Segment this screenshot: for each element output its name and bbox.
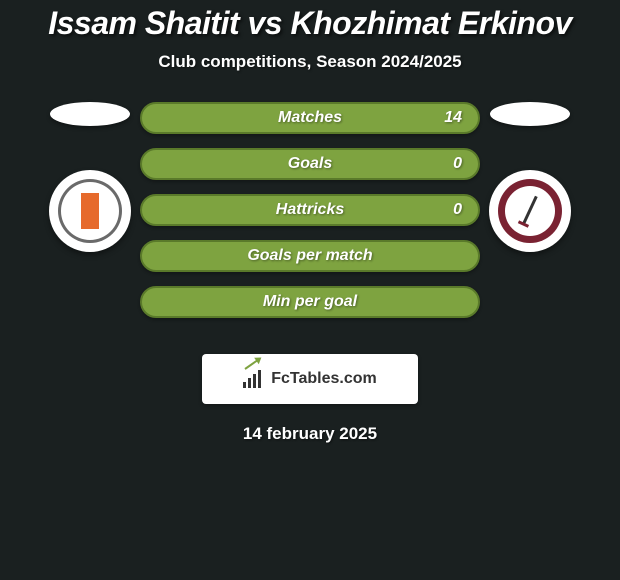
- left-team-logo: [49, 170, 131, 252]
- stat-label: Min per goal: [263, 293, 357, 311]
- right-side: [480, 102, 580, 334]
- stat-right-value: 0: [453, 201, 462, 219]
- brand-text: FcTables.com: [271, 370, 377, 388]
- stat-pill-goals: Goals 0: [140, 148, 480, 180]
- stat-pill-matches: Matches 14: [140, 102, 480, 134]
- stat-label: Goals per match: [247, 247, 372, 265]
- right-oval-placeholder: [490, 102, 570, 126]
- stat-label: Hattricks: [276, 201, 344, 219]
- comparison-card: Issam Shaitit vs Khozhimat Erkinov Club …: [0, 0, 620, 444]
- stat-pill-min-per-goal: Min per goal: [140, 286, 480, 318]
- brand-chart-icon: [243, 370, 265, 388]
- ajman-logo-icon: [58, 179, 122, 243]
- stat-label: Matches: [278, 109, 342, 127]
- right-team-logo: [489, 170, 571, 252]
- main-grid: Matches 14 Goals 0 Hattricks 0 Goals per…: [0, 102, 620, 334]
- stat-pill-hattricks: Hattricks 0: [140, 194, 480, 226]
- page-title: Issam Shaitit vs Khozhimat Erkinov: [0, 5, 620, 42]
- stat-pill-goals-per-match: Goals per match: [140, 240, 480, 272]
- stat-right-value: 0: [453, 155, 462, 173]
- stat-right-value: 14: [444, 109, 462, 127]
- stats-column: Matches 14 Goals 0 Hattricks 0 Goals per…: [140, 102, 480, 334]
- brand-box: FcTables.com: [202, 354, 418, 404]
- date: 14 february 2025: [0, 424, 620, 444]
- subtitle: Club competitions, Season 2024/2025: [0, 52, 620, 72]
- wahda-logo-icon: [498, 179, 562, 243]
- brand: FcTables.com: [243, 370, 377, 388]
- left-oval-placeholder: [50, 102, 130, 126]
- stat-label: Goals: [288, 155, 332, 173]
- left-side: [40, 102, 140, 334]
